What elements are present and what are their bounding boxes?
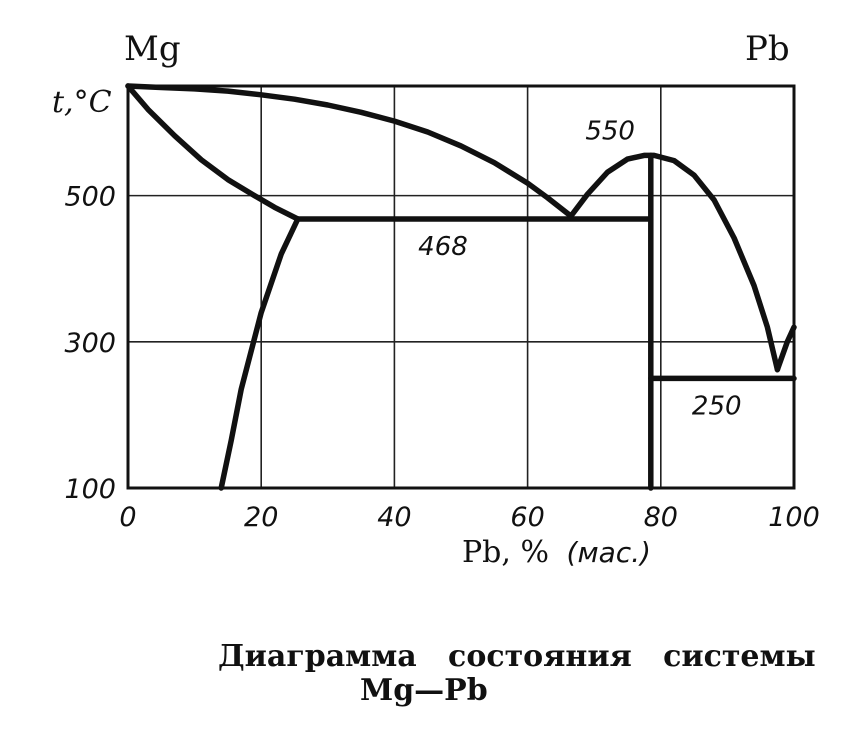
- plot-frame: [126, 84, 796, 490]
- x-tick-1: 20: [244, 502, 278, 533]
- phase-boundaries: [125, 83, 797, 491]
- y-tick-0: 500: [64, 182, 116, 213]
- temperature-annotations: 550 468 250: [418, 116, 741, 421]
- phase-boundary-3: [125, 83, 301, 222]
- x-tick-4: 80: [644, 502, 678, 533]
- annotation-468: 468: [418, 232, 468, 262]
- caption-line-1: Диаграмма состояния системы: [218, 639, 816, 674]
- y-tick-labels: 500 300 100: [64, 182, 116, 505]
- phase-boundary-2: [774, 324, 797, 373]
- y-axis-label: t,°C: [52, 85, 112, 120]
- x-tick-2: 40: [377, 502, 411, 533]
- element-label-mg: Mg: [124, 29, 181, 69]
- phase-boundary-0: [125, 83, 574, 219]
- caption-line-2: Mg—Pb: [360, 673, 488, 708]
- y-tick-1: 300: [64, 328, 116, 359]
- x-tick-3: 60: [510, 502, 544, 533]
- element-label-pb: Pb: [745, 29, 790, 69]
- y-tick-2: 100: [64, 474, 116, 505]
- grid-lines: [128, 86, 794, 488]
- x-tick-5: 100: [768, 502, 820, 533]
- x-axis-label: Pb, % (мас.): [462, 535, 651, 570]
- x-tick-labels: 0 20 40 60 80 100: [119, 502, 819, 533]
- phase-boundary-4: [218, 216, 301, 491]
- x-axis-label-main: Pb, %: [462, 535, 549, 570]
- phase-boundary-1: [568, 152, 781, 373]
- annotation-250: 250: [692, 391, 742, 421]
- annotation-550: 550: [585, 116, 635, 146]
- x-tick-0: 0: [119, 502, 136, 533]
- x-axis-label-unit: (мас.): [567, 536, 651, 569]
